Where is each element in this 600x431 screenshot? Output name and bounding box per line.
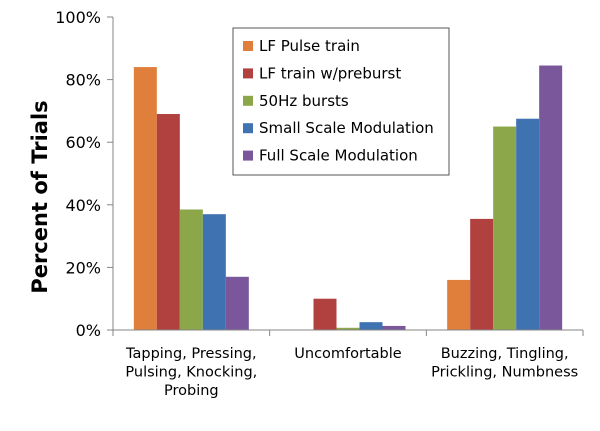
legend-swatch — [243, 68, 253, 79]
x-category-label: Buzzing, Tingling, — [441, 346, 569, 362]
bar — [225, 276, 249, 330]
bar — [336, 327, 360, 330]
legend-swatch — [243, 123, 253, 134]
bar — [447, 279, 471, 330]
y-axis-title-text: Percent of Trials — [28, 100, 52, 293]
x-category-label: Tapping, Pressing, — [125, 346, 257, 362]
legend-label: LF train w/preburst — [259, 64, 401, 82]
axes — [112, 17, 584, 336]
bar — [359, 322, 383, 330]
legend-label: LF Pulse train — [259, 37, 360, 55]
bars — [133, 65, 563, 330]
bar — [470, 218, 494, 330]
bar — [493, 126, 517, 330]
bar — [382, 325, 406, 330]
legend-label: 50Hz bursts — [259, 92, 349, 110]
bar — [539, 65, 563, 330]
bar — [313, 298, 337, 330]
y-tick-label: 80% — [65, 71, 101, 90]
y-axis-ticks: 0% 20% 40% 60% 80% 100% — [55, 8, 113, 340]
legend-label: Small Scale Modulation — [259, 119, 434, 137]
bar — [179, 209, 203, 330]
y-tick-label: 0% — [76, 321, 101, 340]
bar — [516, 118, 540, 330]
bar — [202, 214, 226, 330]
legend-label: Full Scale Modulation — [259, 147, 418, 165]
legend: LF Pulse train LF train w/preburst 50Hz bu… — [232, 27, 450, 176]
x-category-label: Uncomfortable — [294, 346, 402, 362]
y-tick-label: 100% — [55, 8, 101, 27]
y-tick-label: 40% — [65, 196, 101, 215]
legend-swatch — [243, 41, 253, 51]
legend-swatch — [243, 95, 253, 106]
y-axis-title: Percent of Trials — [28, 100, 52, 293]
bar — [133, 67, 157, 330]
x-category-label: Pulsing, Knocking, — [125, 365, 257, 381]
legend-swatch — [243, 150, 253, 161]
bar — [156, 114, 180, 330]
x-category-label: Prickling, Numbness — [431, 365, 578, 381]
y-tick-label: 20% — [65, 258, 101, 277]
x-axis-labels: Tapping, Pressing, Pulsing, Knocking, Prob… — [125, 346, 578, 399]
y-tick-label: 60% — [65, 133, 101, 152]
x-category-label: Probing — [164, 383, 219, 399]
legend-box — [232, 27, 450, 176]
